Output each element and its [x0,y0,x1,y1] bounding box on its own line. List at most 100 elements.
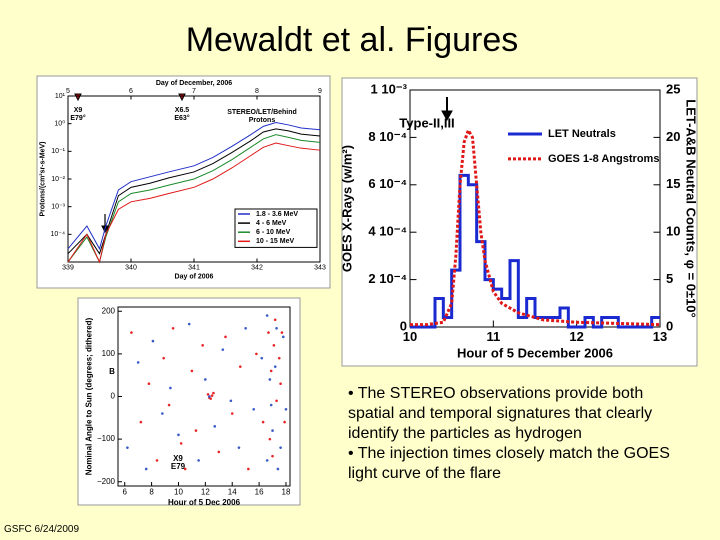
x-tick-label: 6 [122,488,127,497]
bullet: • The injection times closely match the … [348,445,670,482]
x-tick-label: 339 [62,264,74,271]
x-tick-label: 340 [125,264,137,271]
point [177,433,180,437]
x-tick-label: 8 [149,488,154,497]
point [269,369,273,373]
point [267,331,270,334]
point [279,382,282,386]
point [162,356,165,360]
figure-frame [77,297,301,506]
point [171,327,175,330]
y-tick-label: 10⁰ [54,120,65,128]
y-tick-label: 100 [102,349,116,358]
point [279,446,282,449]
point [212,391,215,395]
point [247,467,250,471]
x-tick-label: 13 [653,329,667,344]
point [204,378,207,381]
y-tick-label: 10¹ [55,93,66,100]
point [144,467,148,471]
y-tick-label: 10⁻³ [51,204,65,211]
point [179,442,183,445]
annotation: E79° [70,114,85,122]
y2-tick-label: 15 [666,176,680,191]
point [217,450,221,454]
x-tick-label: 16 [255,488,264,497]
x-tick-label: 14 [228,488,237,497]
point [276,467,280,471]
annotation: Protons [249,117,276,124]
y2-axis-label: LET-A&B Neutral Counts, φ = 0±10° [684,99,699,317]
point [273,318,277,322]
point [271,454,274,458]
annotation: B [109,367,115,376]
y-tick-label: 8 10⁻⁴ [368,129,407,144]
footer: GSFC 6/24/2009 [4,524,80,535]
point [167,403,171,407]
point [126,446,129,449]
point [229,399,233,403]
point [238,365,242,368]
y-tick-label: 10⁻⁴ [51,231,66,238]
point [210,394,214,397]
x-tick-label: 341 [188,264,200,271]
x-tick-label: 10 [174,488,183,497]
point [161,412,164,415]
x-tick-label: 12 [201,488,210,497]
y-tick-label: 2 10⁻⁴ [368,271,407,286]
x-tick-label: 12 [569,329,583,344]
legend-label: 10 - 15 MeV [256,238,294,245]
annotation: STEREO/LET/Behind [227,109,297,116]
annotation: Type-II,III [399,115,454,130]
point [255,352,258,356]
annotation: E79 [171,462,186,471]
annotation: E63° [174,114,189,122]
point [261,420,265,424]
point [213,425,217,428]
point [187,322,191,326]
y-tick-label: 1 10⁻³ [371,81,408,96]
y-tick-label: 200 [102,306,116,315]
point [237,446,241,449]
y-axis-label: Nominal Angle to Sun (degrees; dithered) [84,317,93,475]
point [136,361,140,364]
point [275,399,278,403]
y-axis-label: GOES X-Rays (w/m²) [339,145,354,272]
point [280,331,284,334]
point [271,429,274,432]
x-tick-label: 342 [251,264,263,271]
series-line [410,126,661,327]
series-line [67,128,321,255]
point [268,437,272,441]
x-tick-label: 18 [282,488,291,497]
y2-tick-label: 20 [666,129,680,144]
point [155,459,159,462]
point [272,344,276,347]
x-tick-label: 343 [314,264,326,271]
point [183,467,187,471]
bullet-list: • The STEREO observations provide both s… [348,384,688,484]
legend-label: 6 - 10 MeV [256,229,291,236]
point [260,356,264,360]
point [139,420,143,424]
point [244,327,247,330]
y2-tick-label: 10 [666,224,680,239]
y2-tick-label: 5 [666,271,673,286]
point [265,459,269,462]
series-line [67,122,321,251]
x2-tick-label: 6 [129,88,133,95]
annotation: X6.5 [175,107,190,114]
point [221,348,225,351]
series-line [67,142,321,264]
y-tick-label: 10⁻¹ [51,148,65,155]
point [201,344,204,347]
bullet: • The STEREO observations provide both s… [348,385,653,442]
x-axis-label: Hour of 5 December 2006 [457,346,613,361]
y-axis-label: Protons/(cm²sr-s-MeV) [40,141,47,216]
plot-frame [409,89,661,328]
y-tick-label: 0 [400,318,407,333]
point [190,369,194,373]
legend-label: GOES 1-8 Angstroms [548,153,659,165]
legend-label: 1.8 - 3.6 MeV [256,211,298,218]
y-tick-label: −100 [97,434,116,443]
